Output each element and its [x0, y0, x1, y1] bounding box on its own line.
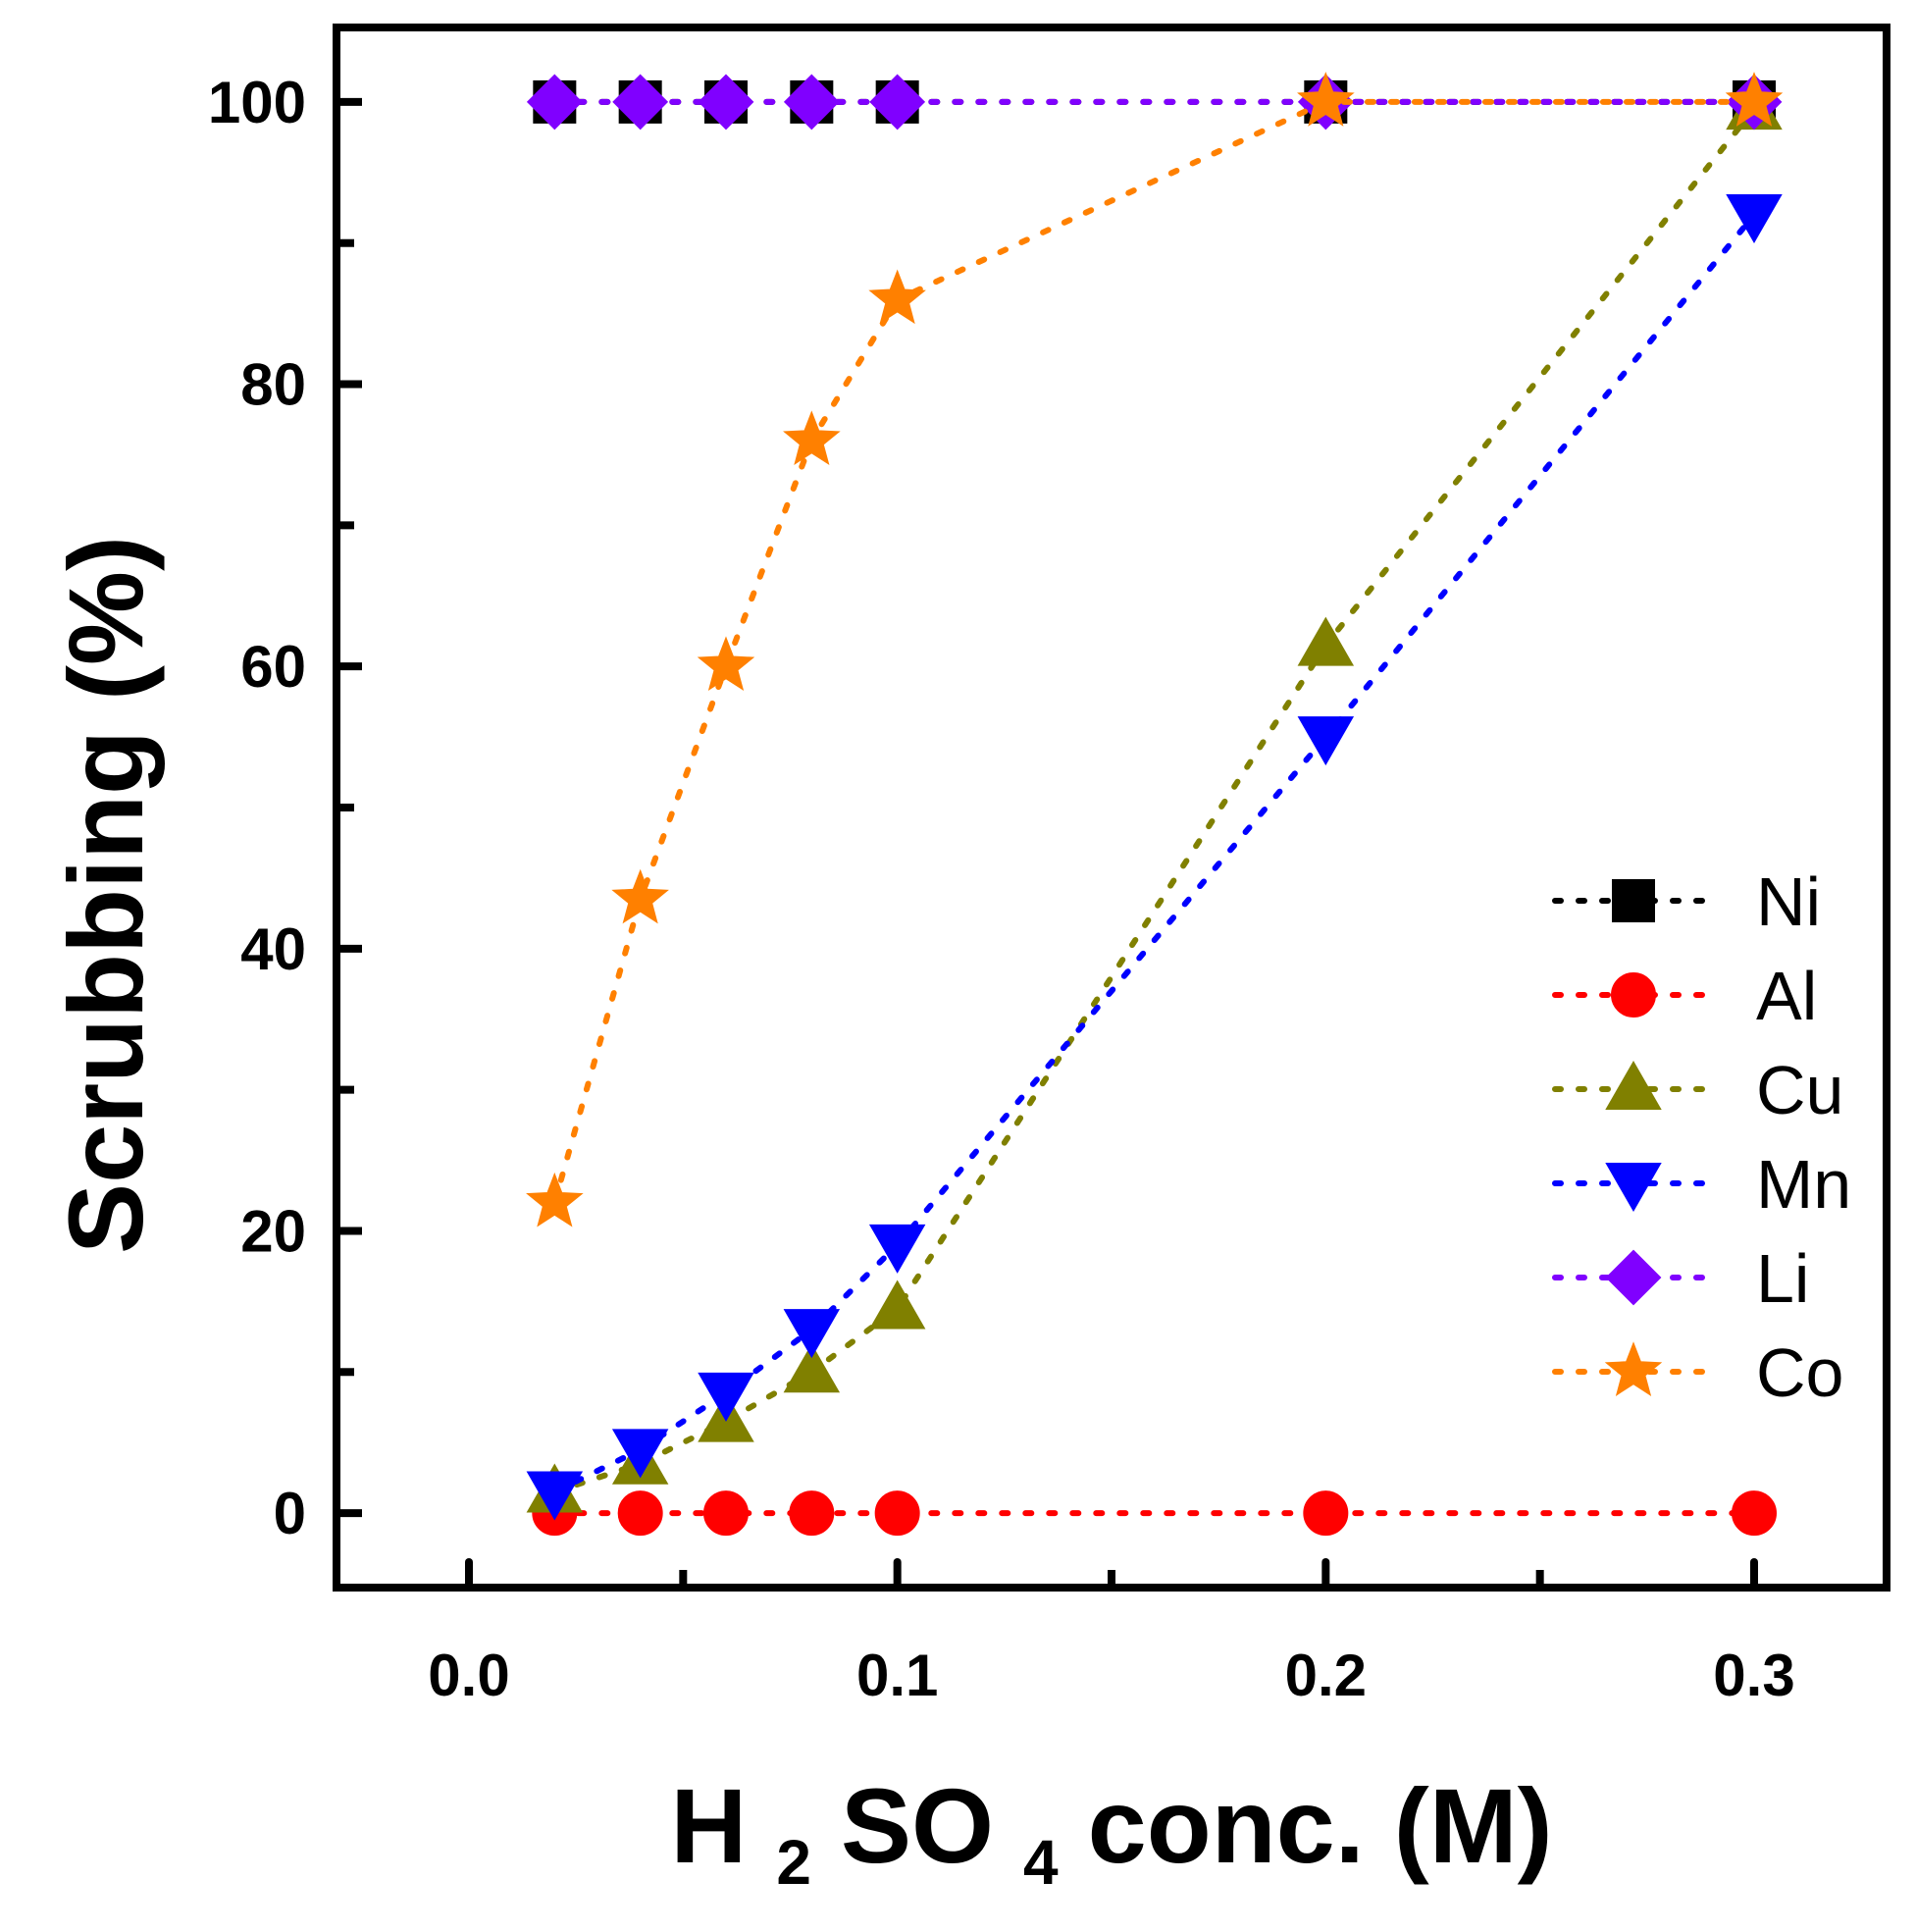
series-layer: [526, 72, 1784, 1537]
x-tick-label: 0.3: [1713, 1643, 1794, 1708]
x-axis-title-sub1: 2: [776, 1827, 811, 1898]
legend-label-mn: Mn: [1756, 1146, 1851, 1223]
data-point-al-4: [874, 1490, 920, 1537]
x-tick-label: 0.0: [428, 1643, 509, 1708]
legend-marker-al: [1611, 972, 1656, 1018]
data-point-cu-4: [868, 1279, 926, 1330]
data-point-co-5: [1297, 72, 1355, 127]
x-axis-title-main: H: [670, 1766, 747, 1885]
data-point-mn-3: [783, 1309, 841, 1359]
x-axis-title-mid: SO: [841, 1766, 994, 1885]
y-tick-label: 80: [240, 352, 306, 418]
series-al: [532, 1490, 1777, 1537]
data-point-co-2: [697, 636, 755, 692]
legend-marker-mn: [1605, 1163, 1662, 1213]
data-point-cu-5: [1297, 616, 1355, 666]
data-point-li-0: [526, 74, 583, 131]
legend-label-al: Al: [1756, 958, 1817, 1034]
legend-item-li: Li: [1552, 1240, 1809, 1317]
data-point-co-3: [783, 410, 841, 465]
series-line-co: [551, 98, 1757, 1206]
y-axis-title: Scrubbing (%): [46, 536, 165, 1254]
data-point-al-5: [1303, 1490, 1349, 1537]
legend-label-co: Co: [1756, 1334, 1843, 1411]
series-line-cu: [551, 106, 1757, 1495]
data-point-co-0: [526, 1172, 584, 1227]
series-cu: [526, 80, 1783, 1513]
legend-label-ni: Ni: [1756, 863, 1821, 940]
legend-marker-cu: [1605, 1060, 1662, 1110]
data-point-cu-3: [783, 1343, 841, 1393]
x-tick-label: 0.1: [856, 1643, 938, 1708]
data-point-li-1: [612, 74, 669, 131]
legend-marker-ni: [1612, 879, 1655, 922]
legend-marker-co: [1604, 1341, 1663, 1396]
data-point-co-4: [868, 269, 926, 325]
y-tick-label: 20: [240, 1198, 306, 1264]
x-tick-label: 0.2: [1285, 1643, 1367, 1708]
data-point-al-3: [789, 1490, 835, 1537]
legend-label-cu: Cu: [1756, 1052, 1843, 1128]
data-point-li-4: [869, 74, 926, 131]
data-point-mn-6: [1726, 193, 1783, 243]
data-point-al-1: [617, 1490, 663, 1537]
y-tick-label: 60: [240, 634, 306, 700]
y-tick-label: 40: [240, 916, 306, 982]
data-point-li-3: [783, 74, 840, 131]
data-point-mn-2: [698, 1372, 754, 1422]
legend-item-mn: Mn: [1552, 1146, 1851, 1223]
data-point-mn-4: [868, 1224, 926, 1274]
legend-label-li: Li: [1756, 1240, 1809, 1317]
ticks-layer: 0 20 40 60 80 100 0.0 0.1 0.2 0.3: [208, 70, 1795, 1708]
x-axis-title-sub2: 4: [1023, 1827, 1059, 1898]
data-point-mn-5: [1297, 716, 1355, 766]
data-point-li-2: [698, 74, 754, 131]
data-point-co-6: [1725, 72, 1784, 127]
series-li: [526, 74, 1783, 131]
legend: Ni Al Cu Mn Li Co: [1552, 863, 1851, 1411]
legend-marker-li: [1605, 1249, 1662, 1306]
x-axis-title-tail: conc. (M): [1088, 1766, 1553, 1885]
series-line-mn: [551, 212, 1757, 1495]
x-axis-title: H 2 SO 4 conc. (M): [670, 1766, 1552, 1906]
plot-frame: [333, 24, 1890, 1592]
legend-item-ni: Ni: [1552, 863, 1821, 940]
data-point-al-6: [1732, 1490, 1777, 1537]
legend-item-co: Co: [1552, 1334, 1843, 1411]
legend-item-cu: Cu: [1552, 1052, 1843, 1128]
series-co: [526, 72, 1784, 1227]
data-point-co-1: [611, 868, 669, 924]
series-mn: [526, 193, 1783, 1521]
data-point-mn-1: [611, 1429, 669, 1479]
legend-item-al: Al: [1552, 958, 1817, 1034]
y-tick-label: 0: [274, 1481, 306, 1546]
y-tick-label: 100: [208, 70, 306, 135]
data-point-al-2: [703, 1490, 749, 1537]
data-point-mn-0: [526, 1471, 584, 1521]
